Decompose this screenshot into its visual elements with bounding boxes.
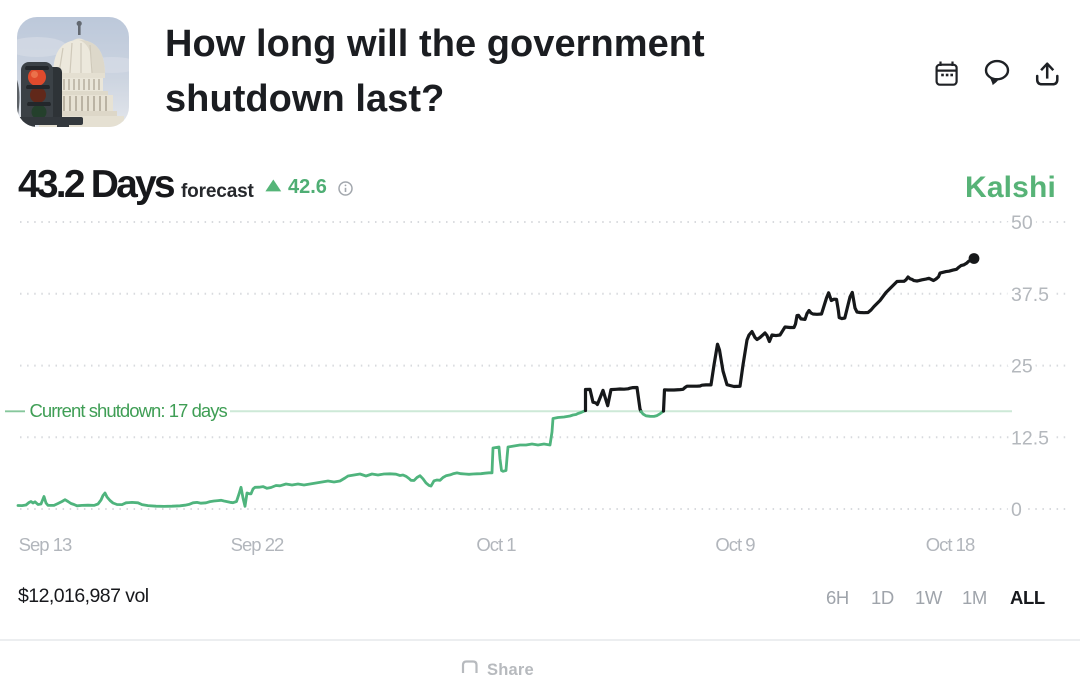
svg-text:Oct 1: Oct 1	[476, 534, 516, 555]
svg-text:Oct 18: Oct 18	[926, 534, 975, 555]
svg-text:Share: Share	[487, 661, 534, 679]
svg-text:50: 50	[1011, 212, 1033, 234]
svg-text:0: 0	[1011, 499, 1022, 521]
svg-text:12.5: 12.5	[1011, 427, 1049, 449]
svg-text:Current shutdown: 17 days: Current shutdown: 17 days	[30, 400, 228, 421]
svg-text:Oct 9: Oct 9	[715, 534, 755, 555]
svg-text:25: 25	[1011, 356, 1033, 378]
svg-text:Sep 22: Sep 22	[231, 534, 284, 555]
svg-text:Sep 13: Sep 13	[19, 534, 72, 555]
svg-text:37.5: 37.5	[1011, 284, 1049, 306]
